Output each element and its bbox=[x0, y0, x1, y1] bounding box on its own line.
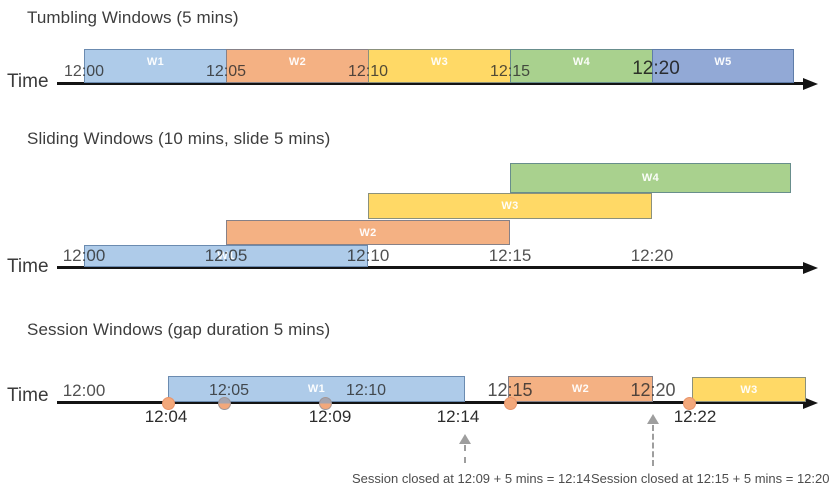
sliding-tick-1205: 12:05 bbox=[204, 246, 248, 265]
window-label: W3 bbox=[501, 200, 519, 212]
session-annotation-2: Session closed at 12:15 + 5 mins = 12:20 bbox=[591, 471, 829, 486]
sliding-title: Sliding Windows (10 mins, slide 5 mins) bbox=[27, 129, 331, 148]
sliding-time-axis bbox=[57, 266, 805, 269]
sliding-tick-1200: 12:00 bbox=[62, 246, 106, 265]
event-dot-1209 bbox=[318, 397, 332, 410]
window-label: W4 bbox=[641, 172, 660, 184]
tumbling-axis-arrowhead-icon bbox=[803, 77, 818, 90]
tumbling-title: Tumbling Windows (5 mins) bbox=[27, 8, 239, 27]
session-tick-1215: 12:15 bbox=[487, 380, 533, 400]
sliding-tick-1220: 12:20 bbox=[630, 246, 674, 265]
session-tick-1205: 12:05 bbox=[208, 382, 250, 399]
tumbling-time-axis bbox=[57, 82, 805, 85]
tumbling-window-w3: W3 bbox=[368, 49, 511, 83]
event-dot-1222 bbox=[682, 397, 696, 410]
sliding-window-w2: W2 bbox=[226, 220, 510, 245]
sliding-time-label: Time bbox=[7, 256, 49, 277]
event-dot-1204 bbox=[161, 397, 175, 410]
session-title: Session Windows (gap duration 5 mins) bbox=[27, 320, 331, 339]
sliding-axis-arrowhead-icon bbox=[803, 261, 818, 274]
callout-up-arrow-icon bbox=[647, 414, 659, 424]
session-window-w1: W1 bbox=[168, 376, 465, 402]
sliding-window-w3: W3 bbox=[368, 193, 652, 219]
session-tick-1200: 12:00 bbox=[62, 381, 106, 400]
window-label: W1 bbox=[307, 383, 326, 395]
tumbling-tick-1205: 12:05 bbox=[205, 63, 247, 80]
session-event-label-1214: 12:14 bbox=[436, 407, 480, 426]
window-label: W5 bbox=[714, 56, 732, 68]
callout-up-arrow-icon bbox=[459, 434, 471, 444]
window-label: W4 bbox=[572, 56, 591, 68]
tumbling-tick-1220: 12:20 bbox=[632, 58, 680, 79]
window-label: W3 bbox=[430, 56, 449, 68]
tumbling-window-w5: W5 bbox=[652, 49, 794, 83]
window-label: W1 bbox=[217, 250, 235, 262]
tumbling-tick-1210: 12:10 bbox=[347, 63, 389, 80]
session-time-label: Time bbox=[7, 385, 49, 406]
tumbling-window-w2: W2 bbox=[226, 49, 369, 83]
tumbling-tick-1200: 12:00 bbox=[63, 63, 105, 80]
session-time-axis bbox=[57, 401, 805, 404]
session-annotation-1: Session closed at 12:09 + 5 mins = 12:14 bbox=[352, 471, 591, 486]
session-tick-1210: 12:10 bbox=[345, 382, 387, 399]
window-label: W1 bbox=[146, 56, 165, 68]
session-event-label-1209: 12:09 bbox=[308, 407, 352, 426]
event-dot-1206 bbox=[217, 397, 231, 410]
tumbling-window-w1: W1 bbox=[84, 49, 227, 83]
session-window-w2: W2 bbox=[508, 376, 653, 402]
session-window-w3: W3 bbox=[692, 377, 806, 402]
session-event-label-1204: 12:04 bbox=[144, 407, 188, 426]
sliding-tick-1210: 12:10 bbox=[346, 246, 390, 265]
window-label: W3 bbox=[740, 383, 758, 396]
session-tick-1220: 12:20 bbox=[630, 380, 676, 400]
callout-dashed-line bbox=[652, 425, 654, 466]
window-label: W2 bbox=[359, 226, 377, 239]
session-event-label-1222: 12:22 bbox=[673, 407, 717, 426]
session-axis-arrowhead-icon bbox=[803, 396, 818, 409]
tumbling-tick-1215: 12:15 bbox=[489, 63, 531, 80]
event-dot-1215 bbox=[503, 397, 517, 410]
tumbling-time-label: Time bbox=[7, 71, 49, 92]
sliding-tick-1215: 12:15 bbox=[488, 246, 532, 265]
window-label: W2 bbox=[571, 383, 590, 395]
sliding-window-w1: W1 bbox=[84, 245, 368, 267]
callout-dashed-line bbox=[464, 445, 466, 463]
window-label: W2 bbox=[288, 56, 307, 68]
sliding-window-w4: W4 bbox=[510, 163, 791, 193]
